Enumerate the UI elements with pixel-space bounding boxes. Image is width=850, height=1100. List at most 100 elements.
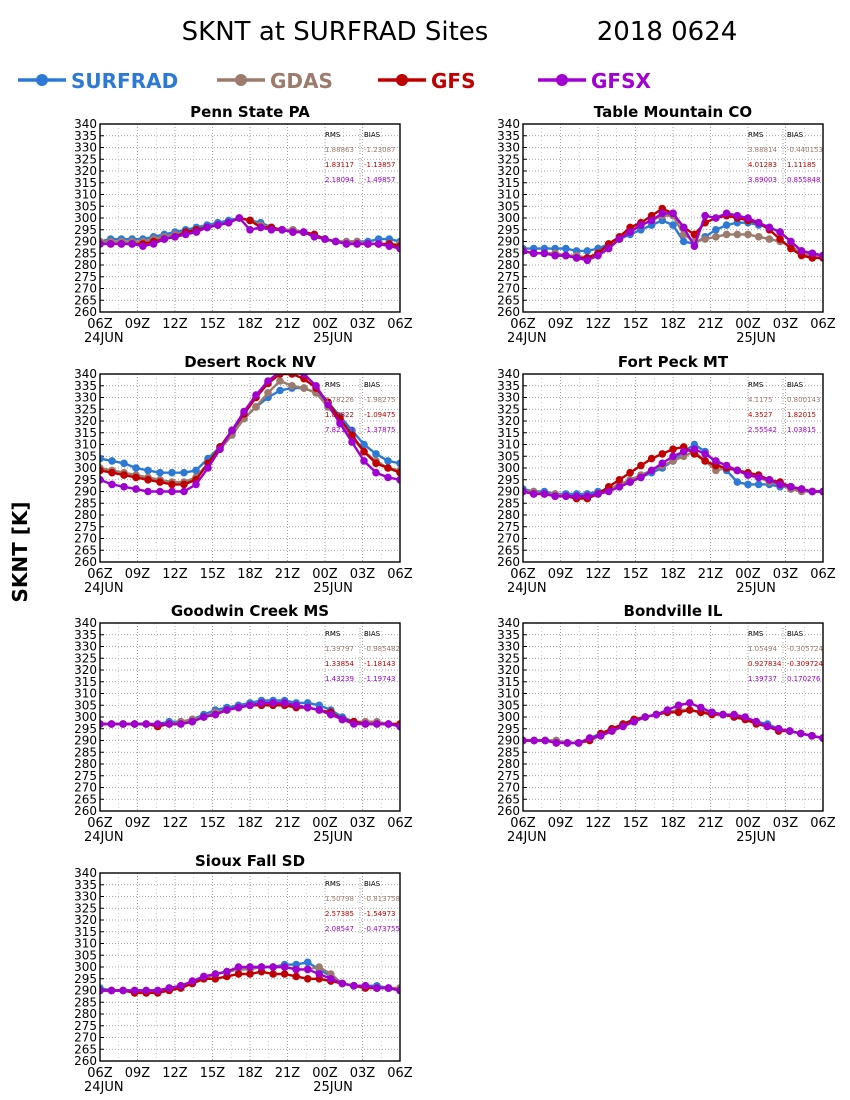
figure-title: SKNT at SURFRAD Sites xyxy=(182,17,489,47)
stats-rms-gfs: 0.927834 xyxy=(748,660,782,668)
data-point xyxy=(315,706,324,714)
data-point xyxy=(690,242,699,250)
y-tick-label: 285 xyxy=(74,496,97,510)
data-point xyxy=(120,459,128,468)
y-tick-label: 315 xyxy=(497,426,520,440)
y-tick-label: 280 xyxy=(497,508,520,522)
stats-bias-gfsx: 0.855848 xyxy=(787,176,820,184)
x-tick-label: 09Z xyxy=(125,816,151,831)
data-point xyxy=(211,970,220,978)
data-point xyxy=(384,473,392,482)
x-tick-label: 12Z xyxy=(162,816,188,831)
data-point xyxy=(264,377,272,385)
y-tick-label: 330 xyxy=(74,141,97,155)
stats-bias-header: BIAS xyxy=(787,381,804,389)
data-point xyxy=(303,958,312,967)
data-point xyxy=(574,739,583,747)
data-point xyxy=(292,972,301,981)
data-point xyxy=(223,967,231,976)
x-tick-label: 06Z xyxy=(510,567,536,582)
y-tick-label: 265 xyxy=(497,543,520,557)
y-tick-label: 265 xyxy=(74,293,97,307)
data-point xyxy=(808,487,817,496)
data-point xyxy=(234,703,243,712)
data-point xyxy=(583,256,592,265)
data-point xyxy=(619,722,627,731)
y-tick-label: 335 xyxy=(497,379,520,393)
x-tick-label: 21Z xyxy=(275,567,301,582)
data-point xyxy=(153,986,162,995)
stats-rms-gdas: 4.1175 xyxy=(748,396,773,404)
stats-rms-header: RMS xyxy=(325,880,341,888)
y-tick-label: 330 xyxy=(497,141,520,155)
stats-bias-gdas: -1.98275 xyxy=(364,396,395,404)
data-point xyxy=(107,986,116,995)
legend-item-gfs: GFS xyxy=(378,69,475,93)
y-tick-label: 295 xyxy=(74,722,97,736)
data-point xyxy=(787,244,795,253)
data-point xyxy=(774,725,783,733)
stats-bias-header: BIAS xyxy=(364,630,381,638)
data-point xyxy=(652,710,661,719)
data-point xyxy=(177,720,185,728)
y-tick-label: 315 xyxy=(74,176,97,190)
data-point xyxy=(303,975,312,983)
data-point xyxy=(267,226,276,234)
data-point xyxy=(180,468,188,477)
stats-rms-gfsx: 2.08547 xyxy=(325,925,354,933)
data-point xyxy=(153,720,162,728)
data-point xyxy=(641,713,649,721)
stats-bias-gfs: 1.82015 xyxy=(787,411,816,419)
y-tick-label: 305 xyxy=(74,698,97,712)
data-point xyxy=(776,480,784,489)
data-point xyxy=(744,480,752,489)
data-point xyxy=(529,490,538,498)
date-label-start: 24JUN xyxy=(507,830,547,845)
data-point xyxy=(200,972,208,981)
data-point xyxy=(336,419,344,428)
data-point xyxy=(637,221,645,229)
data-point xyxy=(100,466,104,475)
x-tick-label: 18Z xyxy=(237,1066,263,1081)
data-point xyxy=(310,233,319,241)
data-point xyxy=(722,461,731,470)
data-point xyxy=(269,970,277,978)
data-point xyxy=(252,391,260,399)
y-tick-label: 270 xyxy=(74,282,97,296)
data-point xyxy=(712,233,720,241)
stats-bias-gfs: -1.13857 xyxy=(364,161,395,169)
x-tick-label: 06Z xyxy=(387,317,413,332)
data-point xyxy=(321,235,329,243)
data-point xyxy=(168,487,176,496)
data-point xyxy=(171,233,179,241)
date-label-start: 24JUN xyxy=(84,331,124,346)
stats-rms-gfsx: 2.55542 xyxy=(748,426,777,434)
y-tick-label: 330 xyxy=(74,391,97,405)
stats-rms-header: RMS xyxy=(748,131,764,139)
x-tick-label: 15Z xyxy=(200,317,226,332)
legend-label: GFSX xyxy=(591,69,651,93)
y-tick-label: 290 xyxy=(74,235,97,249)
y-tick-label: 320 xyxy=(497,414,520,428)
data-point xyxy=(819,251,823,260)
y-tick-label: 270 xyxy=(497,781,520,795)
y-tick-label: 270 xyxy=(74,781,97,795)
data-point xyxy=(315,970,324,978)
y-tick-label: 315 xyxy=(497,176,520,190)
y-tick-label: 310 xyxy=(497,188,520,202)
y-tick-label: 285 xyxy=(497,496,520,510)
data-point xyxy=(223,706,231,714)
data-point xyxy=(165,720,173,728)
date-label-end: 25JUN xyxy=(736,331,776,346)
plot-frame xyxy=(99,373,401,563)
stats-bias-header: BIAS xyxy=(364,880,381,888)
data-point xyxy=(144,487,152,496)
data-point xyxy=(350,982,358,990)
data-point xyxy=(583,492,592,501)
panel-desert-rock-nv: Desert Rock NV26026527027528028529029530… xyxy=(74,353,413,596)
data-point xyxy=(551,251,559,260)
data-point xyxy=(300,384,308,392)
y-tick-label: 275 xyxy=(74,270,97,284)
panel-title: Table Mountain CO xyxy=(594,103,752,121)
